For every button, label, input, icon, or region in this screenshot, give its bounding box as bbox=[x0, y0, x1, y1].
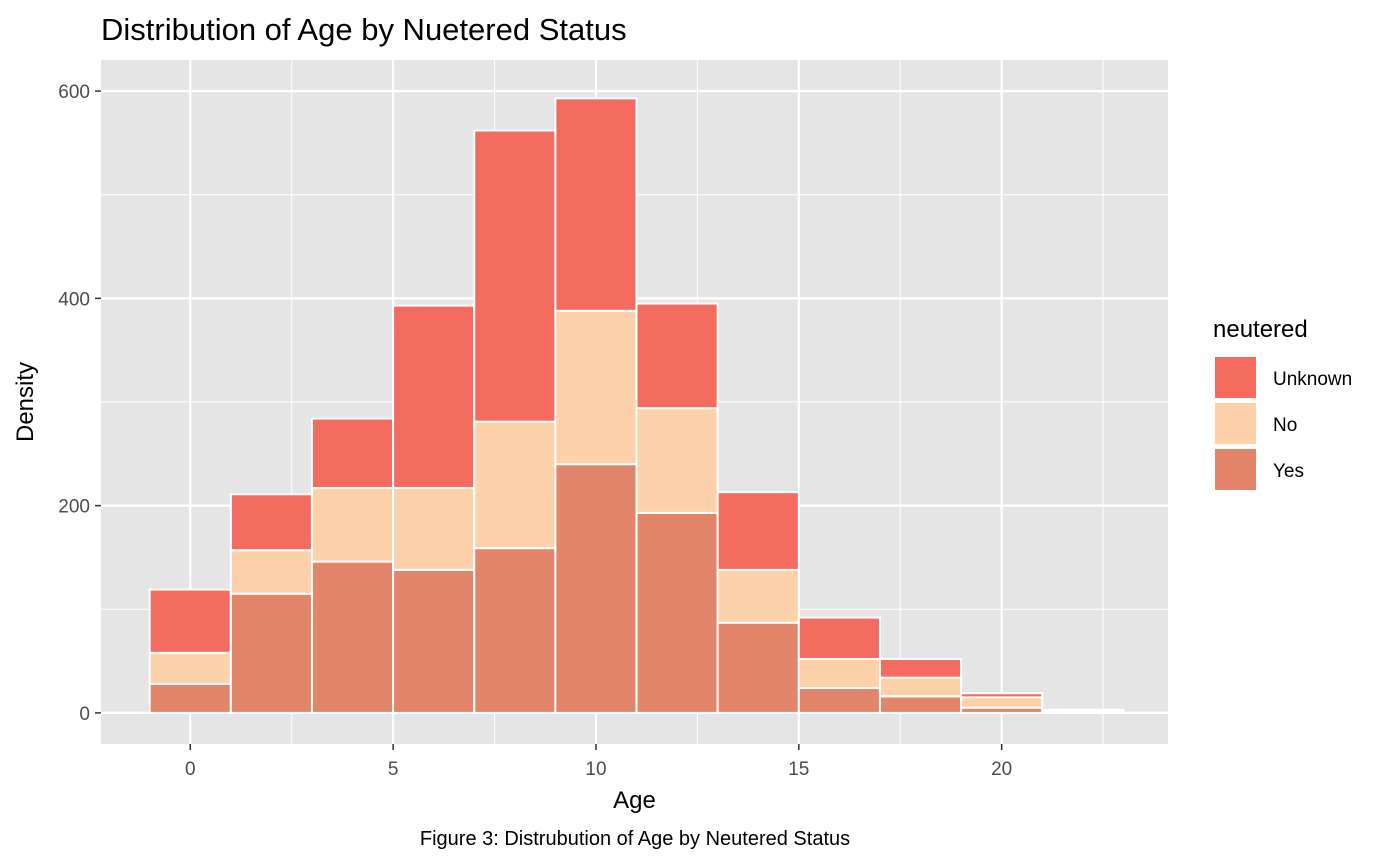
bar-segment-no bbox=[392, 487, 476, 571]
bar-segment-no bbox=[635, 407, 719, 514]
y-axis-ticks: 0 200 400 600 bbox=[58, 82, 101, 725]
bar-segment-no bbox=[310, 487, 395, 563]
bar-segment-no bbox=[148, 651, 232, 685]
x-axis-title: Age bbox=[613, 787, 656, 814]
bar-segment-yes bbox=[554, 463, 638, 714]
bar-segment-no bbox=[878, 676, 963, 698]
x-tick-label: 15 bbox=[788, 759, 809, 780]
legend-label-unknown: Unknown bbox=[1273, 369, 1352, 390]
bar-segment-yes bbox=[229, 592, 313, 714]
legend-label-no: No bbox=[1273, 415, 1297, 436]
bar-segment-yes bbox=[310, 560, 395, 714]
figure-caption: Figure 3: Distrubution of Age by Neutere… bbox=[420, 828, 850, 850]
legend-key-yes bbox=[1213, 447, 1258, 492]
bar-segment-unknown bbox=[473, 129, 557, 423]
y-tick-label: 600 bbox=[58, 82, 90, 103]
y-tick-label: 0 bbox=[79, 704, 90, 725]
bar-segment-no bbox=[229, 549, 313, 595]
bar-segment-yes bbox=[878, 695, 963, 714]
bar-segment-unknown bbox=[392, 304, 476, 490]
legend: neutered Unknown No Yes bbox=[1213, 316, 1352, 492]
bar-segment-unknown bbox=[310, 417, 395, 490]
bar-segment-yes bbox=[473, 547, 557, 714]
bar-segment-yes bbox=[635, 511, 719, 714]
bar-segment-unknown bbox=[148, 588, 232, 654]
legend-title: neutered bbox=[1213, 316, 1308, 343]
x-tick-label: 5 bbox=[388, 759, 399, 780]
bar-segment-unknown bbox=[797, 616, 881, 661]
bar-segment-yes bbox=[797, 687, 881, 714]
legend-key-unknown bbox=[1213, 355, 1258, 400]
bar-segment-no bbox=[797, 658, 881, 690]
bar-segment-unknown bbox=[960, 692, 1044, 699]
y-axis-title: Density bbox=[12, 362, 39, 442]
bar-segment-unknown bbox=[554, 97, 638, 312]
bar-segment-yes bbox=[716, 621, 800, 714]
bar-segment-unknown bbox=[229, 493, 313, 552]
x-tick-label: 10 bbox=[585, 759, 606, 780]
y-tick-label: 200 bbox=[58, 497, 90, 518]
legend-label-yes: Yes bbox=[1273, 461, 1304, 482]
y-tick-label: 400 bbox=[58, 289, 90, 310]
chart-title: Distribution of Age by Nuetered Status bbox=[101, 12, 627, 47]
bar-segment-unknown bbox=[878, 658, 963, 679]
bar-segment-unknown bbox=[1041, 708, 1125, 712]
bar-segment-yes bbox=[148, 682, 232, 714]
bars bbox=[148, 97, 1125, 714]
legend-key-no bbox=[1213, 401, 1258, 446]
x-axis-ticks: 0 5 10 15 20 bbox=[185, 744, 1012, 780]
bar-segment-no bbox=[960, 696, 1044, 709]
bar-segment-no bbox=[716, 568, 800, 624]
x-tick-label: 20 bbox=[991, 759, 1012, 780]
bar-segment-no bbox=[473, 420, 557, 550]
bar-segment-unknown bbox=[716, 491, 800, 571]
bar-segment-unknown bbox=[635, 302, 719, 410]
x-tick-label: 0 bbox=[185, 759, 196, 780]
bar-segment-no bbox=[554, 309, 638, 466]
bar-segment-yes bbox=[392, 568, 476, 714]
